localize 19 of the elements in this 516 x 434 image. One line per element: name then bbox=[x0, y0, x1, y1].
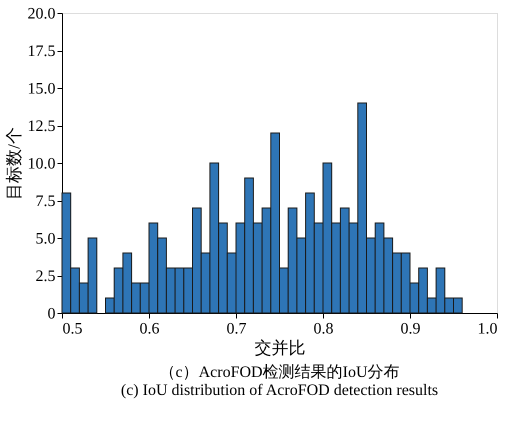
y-axis-title: 目标数/个 bbox=[4, 127, 24, 200]
y-tick-label: 0 bbox=[48, 306, 56, 322]
y-tick-label: 10.0 bbox=[28, 156, 56, 172]
x-tick-label: 0.7 bbox=[226, 320, 246, 338]
y-tick-label: 15.0 bbox=[28, 80, 56, 98]
x-tick-label: 0.8 bbox=[314, 320, 334, 338]
x-axis-title: 交并比 bbox=[254, 338, 306, 358]
x-tick-label: 1.0 bbox=[478, 320, 498, 338]
x-tick-label: 0.9 bbox=[400, 320, 420, 338]
y-tick-label: 5.0 bbox=[36, 230, 56, 248]
y-tick-label: 20.0 bbox=[28, 6, 56, 22]
x-tick-label: 0.5 bbox=[62, 320, 82, 338]
y-tick-label: 17.5 bbox=[28, 43, 56, 60]
y-tick-label: 12.5 bbox=[28, 118, 56, 135]
text: (c) IoU distribution of AcroFOD detection results bbox=[120, 382, 438, 399]
y-tick-label: 7.5 bbox=[36, 193, 56, 210]
x-tick-label: 0.6 bbox=[140, 320, 160, 338]
y-tick-label: 2.5 bbox=[36, 268, 56, 285]
text: （c）AcroFOD检测结果的IoU分布 bbox=[160, 363, 400, 381]
